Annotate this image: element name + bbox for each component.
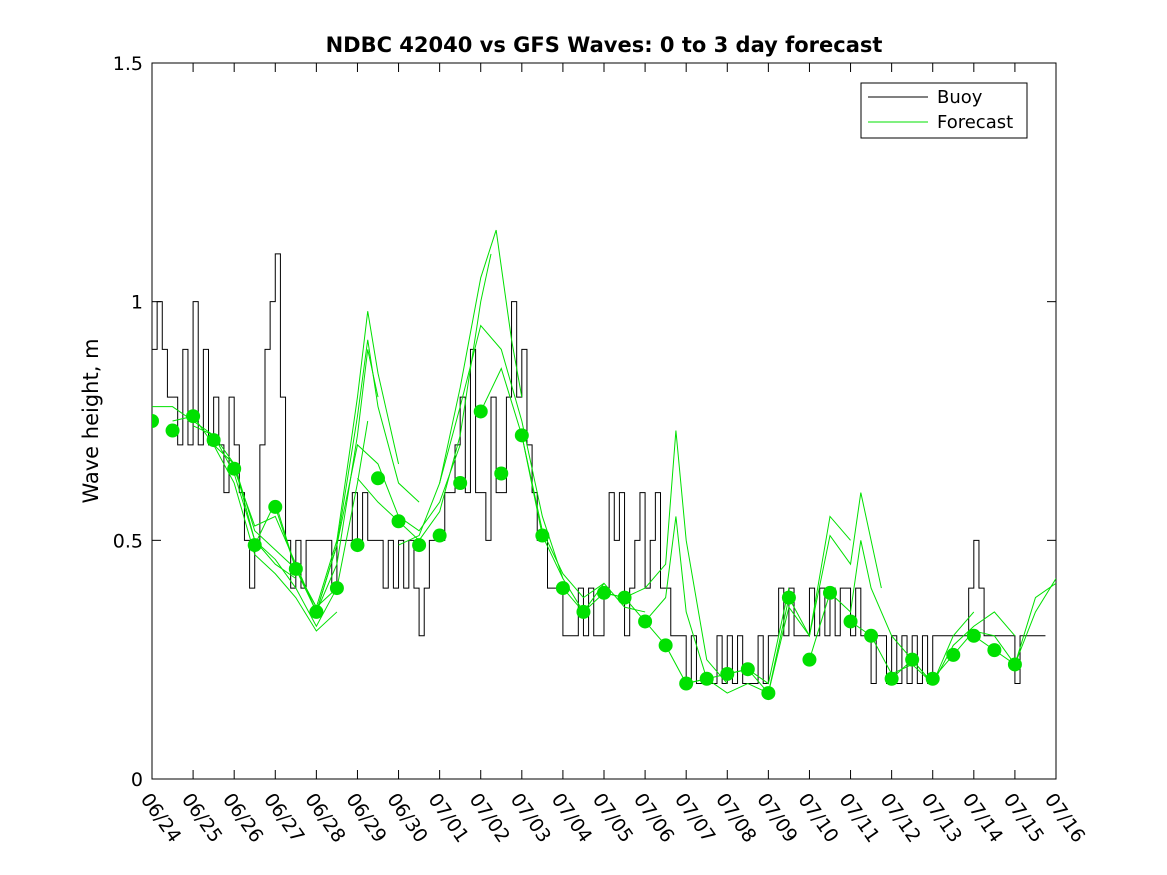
x-tick-label: 06/25 bbox=[177, 789, 226, 846]
forecast-initial-point bbox=[597, 585, 611, 600]
x-tick-label: 07/06 bbox=[629, 789, 678, 846]
forecast-initial-point bbox=[453, 476, 468, 491]
x-tick-label: 06/24 bbox=[136, 789, 185, 846]
forecast-initial-point bbox=[638, 614, 653, 629]
x-tick-label: 06/30 bbox=[382, 789, 431, 846]
legend-buoy-label: Buoy bbox=[937, 87, 983, 108]
y-tick-label: 0 bbox=[131, 769, 143, 791]
plot-area: 0 0.5 1 1.5 06/2406/2506/2606/2706/2806/2906… bbox=[113, 53, 1090, 847]
forecast-initial-point bbox=[679, 676, 694, 691]
forecast-initial-point bbox=[535, 528, 550, 543]
x-tick-label: 07/05 bbox=[588, 789, 637, 846]
x-tick-label: 07/03 bbox=[506, 789, 555, 846]
forecast-run-line bbox=[644, 516, 769, 694]
forecast-run-line bbox=[152, 406, 297, 579]
x-tick-label: 07/09 bbox=[752, 789, 801, 846]
forecast-initial-point bbox=[206, 433, 221, 448]
forecast-initial-point bbox=[781, 590, 796, 605]
forecast-run-line bbox=[315, 443, 461, 613]
x-tick-label: 07/15 bbox=[999, 789, 1048, 846]
chart-title: NDBC 42040 vs GFS Waves: 0 to 3 day fore… bbox=[326, 33, 883, 57]
forecast-initial-point bbox=[288, 561, 303, 576]
forecast-initial-point bbox=[309, 604, 324, 619]
forecast-initial-point bbox=[966, 628, 981, 643]
forecast-initial-point bbox=[350, 538, 365, 553]
forecast-initial-point bbox=[823, 585, 837, 600]
x-tick-label: 07/07 bbox=[670, 789, 719, 846]
x-tick-label: 06/27 bbox=[259, 789, 308, 846]
forecast-initial-point bbox=[432, 528, 447, 543]
forecast-run-line bbox=[439, 324, 564, 579]
forecast-initial-point bbox=[514, 428, 529, 443]
y-tick-label: 0.5 bbox=[113, 530, 143, 552]
forecast-initial-point bbox=[412, 538, 427, 553]
forecast-run-line bbox=[767, 492, 882, 694]
forecast-initial-point bbox=[576, 604, 591, 619]
x-tick-label: 07/01 bbox=[424, 789, 473, 846]
x-tick-label: 07/08 bbox=[711, 789, 760, 846]
forecast-initial-point bbox=[987, 643, 1002, 658]
x-tick-label: 07/02 bbox=[465, 789, 514, 846]
forecast-initial-point bbox=[371, 471, 385, 486]
y-tick-label: 1 bbox=[131, 292, 143, 314]
forecast-initial-point bbox=[884, 671, 899, 686]
forecast-initial-point bbox=[740, 662, 755, 677]
forecast-initial-point bbox=[247, 538, 262, 553]
forecast-initial-point bbox=[152, 414, 159, 428]
x-tick-label: 07/13 bbox=[917, 789, 966, 846]
x-tick-label: 07/16 bbox=[1040, 789, 1089, 846]
x-tick-label: 07/14 bbox=[958, 789, 1007, 846]
forecast-run-line bbox=[254, 311, 400, 609]
legend-box bbox=[860, 82, 1028, 139]
forecast-initial-point bbox=[473, 404, 488, 419]
y-axis-label: Wave height, m bbox=[79, 338, 103, 503]
forecast-initial-point bbox=[391, 514, 406, 529]
forecast-initial-point bbox=[843, 614, 858, 629]
x-tick-label: 07/11 bbox=[834, 789, 883, 846]
forecast-initial-point bbox=[946, 647, 961, 662]
forecast-initial-point bbox=[186, 409, 201, 424]
forecast-initial-point bbox=[761, 686, 776, 701]
forecast-initial-point bbox=[555, 581, 570, 596]
y-tick-label: 1.5 bbox=[113, 53, 143, 75]
forecast-initial-point bbox=[617, 590, 632, 605]
forecast-run-line bbox=[357, 253, 492, 542]
forecast-initial-point bbox=[925, 671, 940, 686]
forecast-initial-point bbox=[1007, 657, 1022, 672]
x-tick-label: 06/28 bbox=[300, 789, 349, 846]
x-tick-label: 07/12 bbox=[876, 789, 925, 846]
forecast-initial-point bbox=[165, 423, 180, 438]
forecast-run-line bbox=[398, 229, 523, 546]
forecast-initial-point bbox=[658, 638, 673, 653]
forecast-initial-point bbox=[329, 581, 344, 596]
x-tick-label: 06/29 bbox=[341, 789, 390, 846]
forecast-run-line bbox=[274, 339, 420, 614]
forecast-initial-point bbox=[720, 666, 735, 681]
forecast-initial-point bbox=[494, 466, 509, 481]
forecast-initial-point bbox=[227, 461, 242, 476]
x-tick-label: 07/04 bbox=[547, 789, 596, 846]
forecast-initial-point bbox=[905, 652, 920, 667]
forecast-run-line bbox=[172, 415, 338, 632]
x-tick-label: 07/10 bbox=[793, 789, 842, 846]
series-layer bbox=[152, 229, 1056, 701]
forecast-initial-point bbox=[699, 671, 714, 686]
forecast-initial-point bbox=[802, 652, 817, 667]
forecast-initial-point bbox=[268, 499, 283, 514]
legend-forecast-label: Forecast bbox=[937, 112, 1013, 133]
forecast-initial-point bbox=[864, 628, 879, 643]
x-tick-label: 06/26 bbox=[218, 789, 267, 846]
legend: Buoy Forecast bbox=[860, 82, 1028, 139]
